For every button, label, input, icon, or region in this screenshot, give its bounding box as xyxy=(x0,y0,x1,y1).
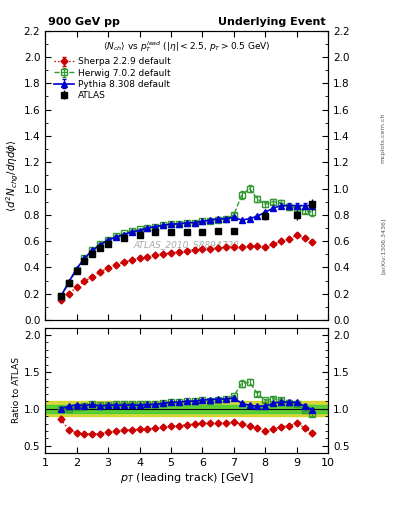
Y-axis label: Ratio to ATLAS: Ratio to ATLAS xyxy=(12,357,21,423)
Text: $\langle N_{ch}\rangle$ vs $p_T^{lead}$ ($|\eta| < 2.5$, $p_T > 0.5$ GeV): $\langle N_{ch}\rangle$ vs $p_T^{lead}$ … xyxy=(103,39,270,54)
Text: [arXiv:1306.3436]: [arXiv:1306.3436] xyxy=(381,218,386,274)
Text: mcplots.cern.ch: mcplots.cern.ch xyxy=(381,113,386,163)
Bar xyxy=(45,405,328,413)
Bar xyxy=(45,401,328,416)
Text: Underlying Event: Underlying Event xyxy=(218,17,325,27)
Text: ATLAS_2010_S8894728: ATLAS_2010_S8894728 xyxy=(134,240,240,249)
X-axis label: $p_T$ (leading track) [GeV]: $p_T$ (leading track) [GeV] xyxy=(120,471,253,485)
Text: 900 GeV pp: 900 GeV pp xyxy=(48,17,120,27)
Legend: Sherpa 2.2.9 default, Herwig 7.0.2 default, Pythia 8.308 default, ATLAS: Sherpa 2.2.9 default, Herwig 7.0.2 defau… xyxy=(53,55,173,102)
Y-axis label: $\langle d^2 N_{chg}/d\eta d\phi \rangle$: $\langle d^2 N_{chg}/d\eta d\phi \rangle… xyxy=(5,139,21,212)
